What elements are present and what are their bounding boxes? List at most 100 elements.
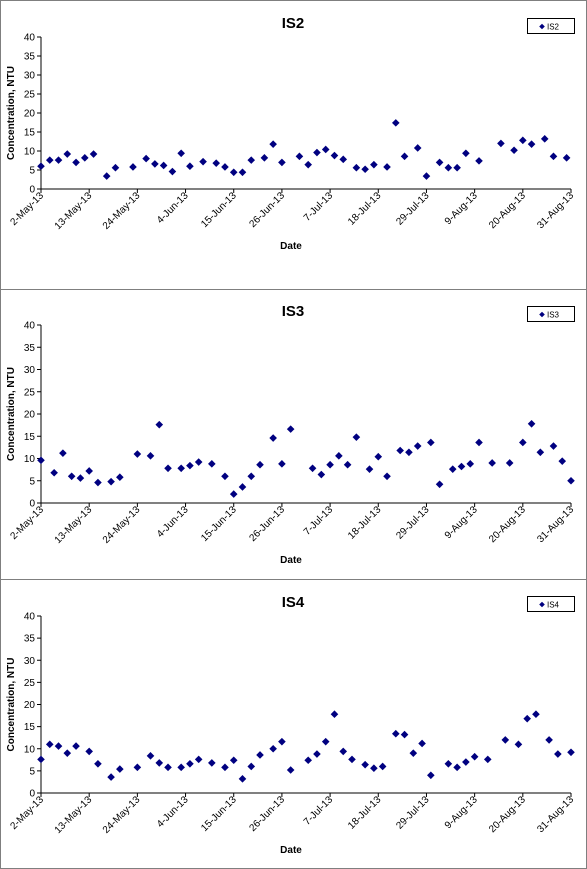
legend-label: IS4	[547, 601, 560, 610]
data-point	[151, 160, 159, 168]
data-point	[159, 161, 168, 170]
y-axis-title: Concentration, NTU	[6, 658, 17, 752]
data-point	[330, 710, 339, 719]
data-point	[54, 742, 63, 750]
data-point	[427, 438, 435, 447]
x-tick-label: 9-Aug-13	[443, 794, 480, 831]
data-point	[186, 759, 194, 768]
data-point	[383, 472, 391, 481]
x-tick-label: 7-Jul-13	[302, 504, 336, 538]
data-point	[129, 163, 137, 171]
data-point	[462, 149, 470, 158]
data-point	[497, 139, 505, 148]
data-point	[326, 460, 334, 469]
data-point	[308, 464, 317, 473]
data-point	[247, 472, 256, 481]
data-point	[435, 158, 444, 167]
data-point	[313, 750, 321, 758]
data-point	[466, 460, 475, 468]
data-point	[549, 442, 558, 450]
data-point	[229, 168, 238, 177]
data-point	[208, 759, 216, 767]
data-point	[37, 456, 45, 465]
data-point	[142, 154, 150, 163]
data-point	[505, 459, 514, 467]
x-tick-label: 24-May-13	[101, 190, 143, 232]
data-point	[453, 163, 461, 172]
legend: IS4	[527, 596, 575, 612]
data-point	[221, 163, 229, 171]
x-axis-title: Date	[280, 241, 302, 252]
y-tick-label: 15	[24, 128, 36, 139]
y-tick-label: 35	[24, 634, 36, 645]
data-point	[37, 162, 45, 170]
data-point	[444, 759, 453, 768]
data-point	[269, 744, 277, 753]
data-point	[339, 747, 348, 756]
legend-box	[527, 596, 575, 612]
data-point	[37, 755, 45, 764]
x-tick-label: 4-Jun-13	[155, 794, 191, 830]
y-tick-label: 5	[29, 476, 35, 487]
y-tick-label: 40	[24, 321, 36, 332]
data-point	[313, 148, 321, 157]
y-tick-label: 10	[24, 454, 36, 465]
data-point	[186, 162, 194, 170]
data-point	[146, 452, 155, 460]
data-point	[475, 157, 483, 165]
y-tick-label: 20	[24, 109, 36, 120]
data-point	[554, 750, 562, 758]
data-point	[339, 155, 348, 164]
data-point	[501, 736, 510, 744]
x-tick-label: 13-May-13	[53, 794, 95, 836]
x-tick-label: 4-Jun-13	[155, 190, 191, 226]
data-point	[562, 154, 571, 162]
x-axis-title: Date	[280, 845, 302, 856]
data-point	[549, 152, 558, 161]
data-point	[304, 756, 312, 765]
data-point	[483, 755, 492, 764]
y-tick-label: 40	[24, 612, 36, 623]
data-point	[558, 457, 567, 465]
data-point	[488, 459, 496, 467]
data-point	[427, 771, 435, 780]
x-tick-label: 24-May-13	[101, 504, 143, 546]
data-point	[247, 156, 256, 164]
data-point	[365, 465, 374, 473]
x-tick-label: 31-Aug-13	[535, 504, 576, 545]
x-tick-label: 2-May-13	[8, 504, 46, 542]
x-tick-label: 13-May-13	[53, 504, 95, 546]
x-tick-label: 15-Jun-13	[199, 504, 239, 544]
panel-divider	[0, 579, 587, 580]
x-tick-label: 20-Aug-13	[487, 190, 528, 231]
y-axis-title: Concentration, NTU	[6, 66, 17, 160]
y-tick-label: 25	[24, 90, 36, 101]
data-point	[94, 759, 102, 768]
data-point	[523, 714, 531, 723]
data-point	[444, 163, 453, 172]
data-point	[168, 167, 177, 176]
data-point	[527, 140, 536, 148]
data-point	[470, 752, 479, 761]
data-point	[177, 149, 185, 158]
data-point	[567, 748, 575, 757]
data-point	[400, 152, 409, 161]
data-point	[85, 747, 93, 756]
data-point	[335, 452, 343, 460]
chart-is3: IS3 0 5 10 15 20 25 30 35 40 2-May-13 13-May-13 24-M…	[6, 303, 576, 566]
data-point	[54, 156, 63, 164]
data-point	[212, 159, 221, 167]
data-point	[405, 448, 413, 457]
chart-title: IS3	[282, 303, 305, 320]
x-tick-label: 13-May-13	[53, 190, 95, 232]
x-tick-label: 2-May-13	[8, 190, 46, 228]
data-point	[304, 160, 312, 169]
data-point	[229, 490, 238, 498]
y-tick-label: 25	[24, 678, 36, 689]
data-point	[133, 450, 142, 458]
legend-marker	[539, 311, 545, 318]
data-point	[286, 425, 295, 433]
data-point	[378, 762, 387, 771]
data-point	[50, 468, 58, 477]
data-point	[164, 464, 172, 473]
